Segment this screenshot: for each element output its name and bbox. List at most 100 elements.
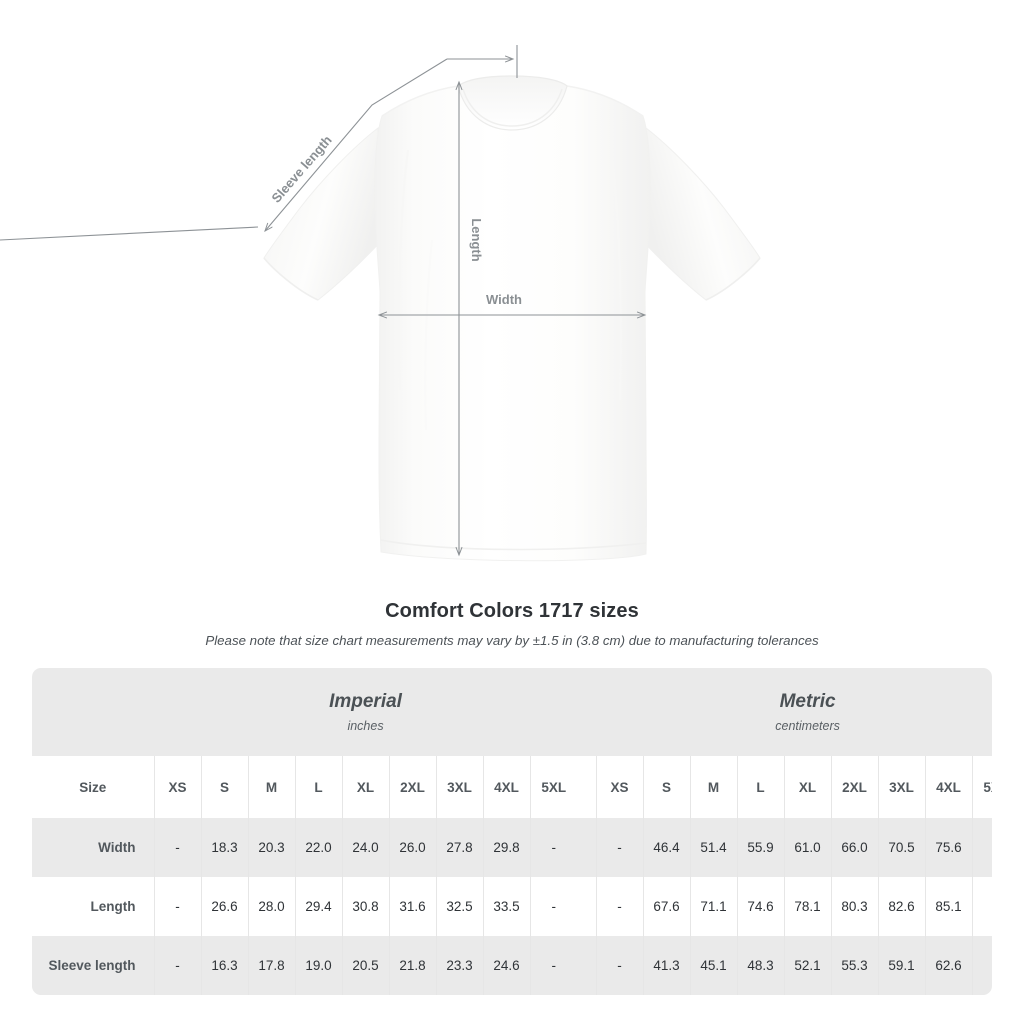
cell-width-metric-2xl: 66.0	[830, 818, 879, 877]
cell-width-metric-xl: 61.0	[783, 818, 832, 877]
cell-length-imperial-l: 29.4	[294, 877, 342, 936]
size-header-imperial-xs: XS	[153, 756, 201, 818]
cell-length-imperial-4xl: 33.5	[482, 877, 530, 936]
cell-width-metric-l: 55.9	[736, 818, 785, 877]
cell-length-metric-m: 71.1	[689, 877, 738, 936]
cell-width-metric-s: 46.4	[642, 818, 691, 877]
length-label: Length	[469, 218, 484, 261]
cell-length-metric-xs: -	[595, 877, 644, 936]
cell-length-imperial-3xl: 32.5	[435, 877, 483, 936]
size-header-metric-xs: XS	[595, 756, 644, 818]
measurement-annotations	[0, 45, 645, 555]
size-header-imperial-l: L	[294, 756, 342, 818]
size-header-row: Size XS S M L XL 2XL 3XL 4XL 5XL XS S M …	[32, 756, 992, 818]
cell-length-imperial-s: 26.6	[200, 877, 248, 936]
cell-length-metric-4xl: 85.1	[924, 877, 973, 936]
cell-sleeve-imperial-m: 17.8	[247, 936, 295, 995]
cell-width-imperial-m: 20.3	[247, 818, 295, 877]
cell-width-imperial-l: 22.0	[294, 818, 342, 877]
cell-sleeve-imperial-xl: 20.5	[341, 936, 389, 995]
cell-sleeve-metric-2xl: 55.3	[830, 936, 879, 995]
row-gap-width	[577, 818, 597, 877]
size-header-gap	[577, 756, 597, 818]
cell-width-metric-m: 51.4	[689, 818, 738, 877]
cell-length-imperial-xs: -	[153, 877, 201, 936]
tolerance-note: Please note that size chart measurements…	[205, 633, 819, 648]
heading-block: Comfort Colors 1717 sizes Please note th…	[0, 598, 1024, 650]
size-header-metric-2xl: 2XL	[830, 756, 879, 818]
size-header-imperial-4xl: 4XL	[482, 756, 530, 818]
cell-width-metric-5xl: -	[971, 818, 992, 877]
cell-width-imperial-xs: -	[153, 818, 201, 877]
size-header-metric-m: M	[689, 756, 738, 818]
cell-length-metric-3xl: 82.6	[877, 877, 926, 936]
row-label-sleeve-length: Sleeve length	[32, 936, 154, 995]
size-header-metric-4xl: 4XL	[924, 756, 973, 818]
cell-sleeve-metric-l: 48.3	[736, 936, 785, 995]
table-row: Sleeve length - 16.3 17.8 19.0 20.5 21.8…	[32, 936, 992, 995]
row-gap-sleeve	[577, 936, 597, 995]
unit-header-row: Imperial inches Metric centimeters	[32, 668, 992, 756]
page-title: Comfort Colors 1717 sizes	[385, 600, 639, 622]
cell-width-imperial-4xl: 29.8	[482, 818, 530, 877]
metric-title: Metric	[779, 690, 836, 712]
cell-length-imperial-5xl: -	[529, 877, 578, 936]
metric-subtitle: centimeters	[775, 718, 840, 733]
size-header-imperial-xl: XL	[341, 756, 389, 818]
cell-width-metric-4xl: 75.6	[924, 818, 973, 877]
cell-sleeve-imperial-4xl: 24.6	[482, 936, 530, 995]
cell-width-imperial-3xl: 27.8	[435, 818, 483, 877]
cell-length-imperial-xl: 30.8	[341, 877, 389, 936]
size-header-metric-s: S	[642, 756, 691, 818]
size-header-metric-xl: XL	[783, 756, 832, 818]
cell-sleeve-metric-4xl: 62.6	[924, 936, 973, 995]
cell-sleeve-imperial-5xl: -	[529, 936, 578, 995]
cell-sleeve-metric-3xl: 59.1	[877, 936, 926, 995]
cell-width-imperial-5xl: -	[529, 818, 578, 877]
cell-sleeve-metric-s: 41.3	[642, 936, 691, 995]
cell-width-metric-xs: -	[595, 818, 644, 877]
cell-sleeve-imperial-2xl: 21.8	[388, 936, 436, 995]
cell-width-metric-3xl: 70.5	[877, 818, 926, 877]
size-header-metric-l: L	[736, 756, 785, 818]
cell-length-metric-5xl: -	[971, 877, 992, 936]
unit-header-metric: Metric centimeters	[596, 668, 992, 756]
cell-width-imperial-xl: 24.0	[341, 818, 389, 877]
size-chart-table: Imperial inches Metric centimeters Size …	[32, 668, 992, 995]
size-header-imperial-3xl: 3XL	[435, 756, 483, 818]
cell-length-metric-s: 67.6	[642, 877, 691, 936]
cell-sleeve-imperial-l: 19.0	[294, 936, 342, 995]
size-header-imperial-5xl: 5XL	[529, 756, 578, 818]
table-row: Width - 18.3 20.3 22.0 24.0 26.0 27.8 29…	[32, 818, 992, 877]
size-header-metric-3xl: 3XL	[877, 756, 926, 818]
cell-length-metric-xl: 78.1	[783, 877, 832, 936]
size-header-imperial-2xl: 2XL	[388, 756, 436, 818]
row-label-width: Width	[32, 818, 154, 877]
unit-header-imperial: Imperial inches	[154, 668, 578, 756]
size-header-imperial-m: M	[247, 756, 295, 818]
cell-sleeve-imperial-xs: -	[153, 936, 201, 995]
cell-length-metric-2xl: 80.3	[830, 877, 879, 936]
cell-length-metric-l: 74.6	[736, 877, 785, 936]
tshirt-illustration: Sleeve length Length Width	[0, 45, 761, 562]
imperial-subtitle: inches	[347, 718, 384, 733]
cell-sleeve-metric-xs: -	[595, 936, 644, 995]
cell-sleeve-imperial-3xl: 23.3	[435, 936, 483, 995]
cell-sleeve-metric-xl: 52.1	[783, 936, 832, 995]
cell-sleeve-metric-m: 45.1	[689, 936, 738, 995]
cell-sleeve-imperial-s: 16.3	[200, 936, 248, 995]
row-gap-length	[577, 877, 597, 936]
unit-header-gap	[577, 668, 597, 756]
size-header-metric-5xl: 5XL	[971, 756, 992, 818]
size-header-imperial-s: S	[200, 756, 248, 818]
imperial-title: Imperial	[329, 690, 402, 712]
cell-sleeve-metric-5xl: -	[971, 936, 992, 995]
size-column-label: Size	[32, 756, 154, 818]
unit-header-spacer	[32, 668, 154, 756]
width-label: Width	[486, 292, 522, 307]
size-chart-table-wrapper: Imperial inches Metric centimeters Size …	[32, 668, 992, 995]
cell-width-imperial-s: 18.3	[200, 818, 248, 877]
cell-length-imperial-2xl: 31.6	[388, 877, 436, 936]
table-row: Length - 26.6 28.0 29.4 30.8 31.6 32.5 3…	[32, 877, 992, 936]
cell-length-imperial-m: 28.0	[247, 877, 295, 936]
